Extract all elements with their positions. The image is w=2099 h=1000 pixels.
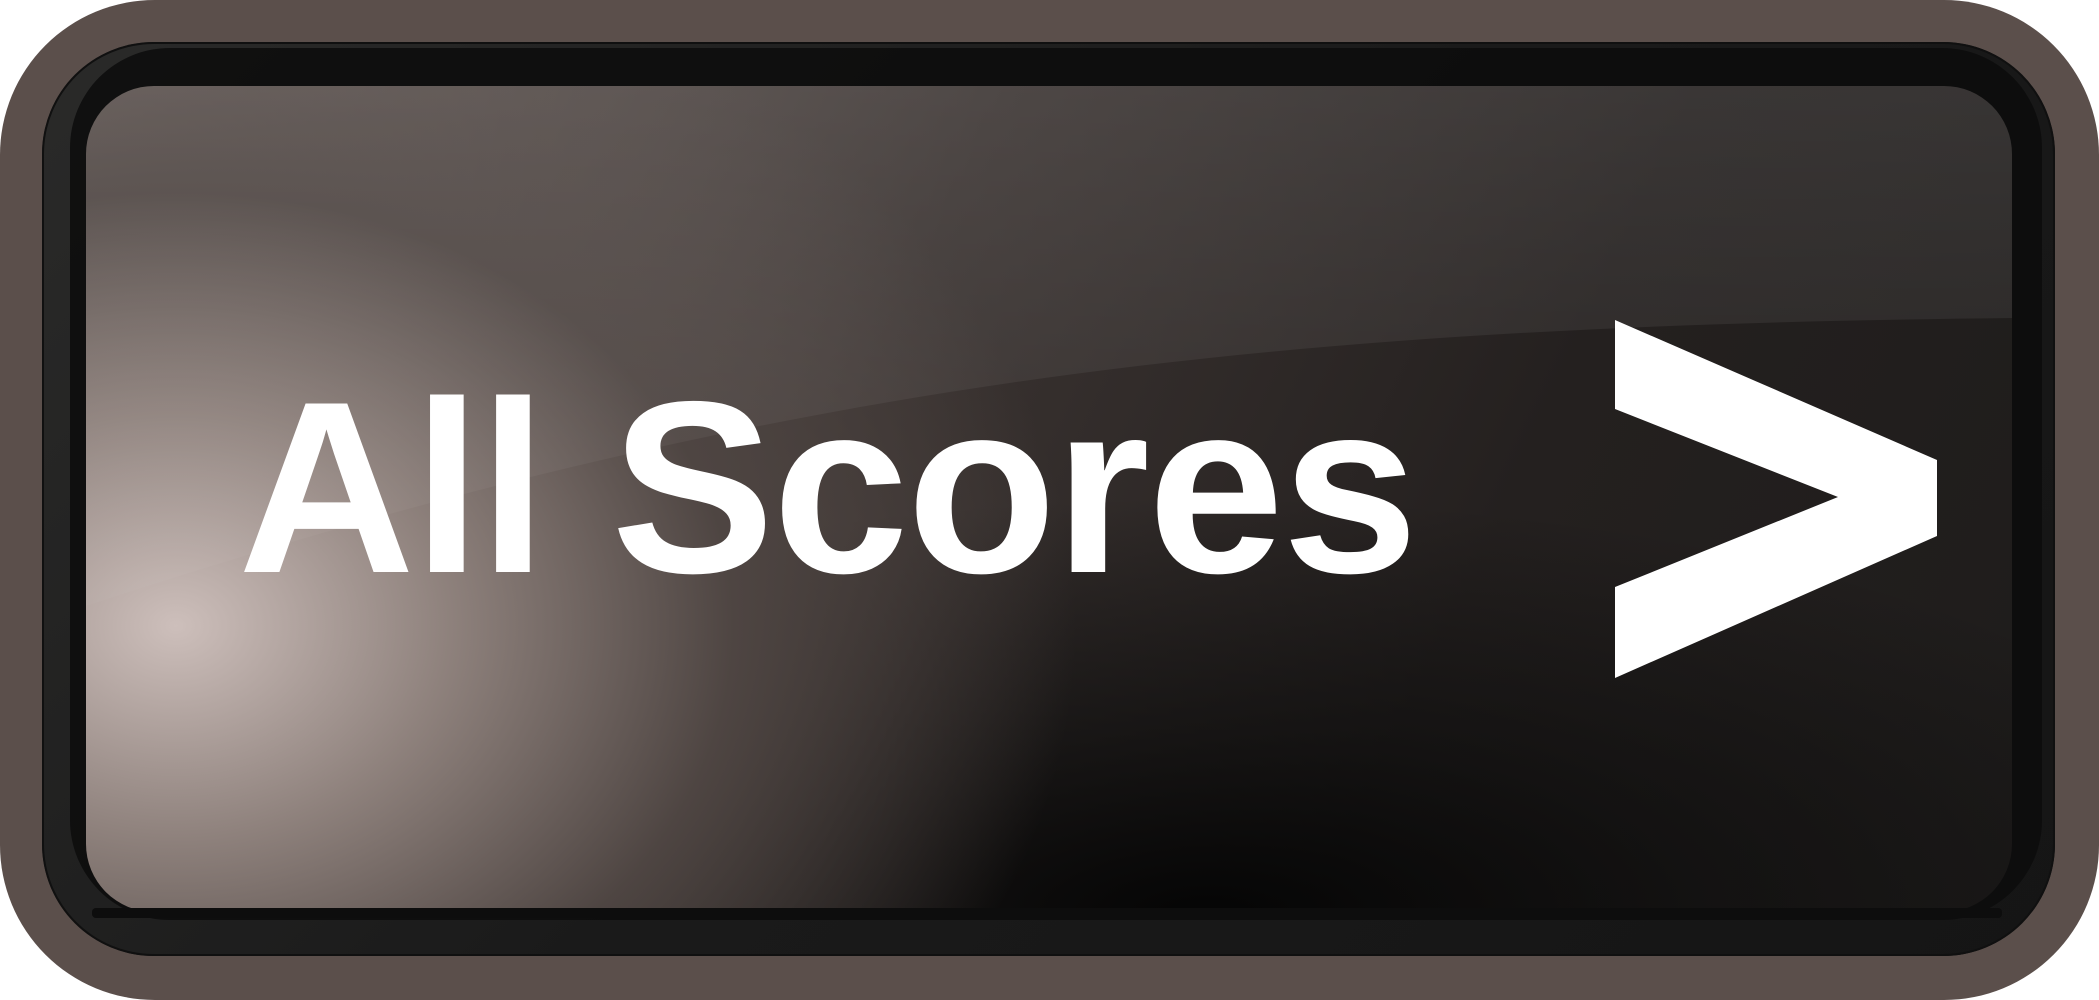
- chevron-right-icon: [1615, 320, 1937, 678]
- button-label: All Scores: [238, 350, 1418, 624]
- button-bottom-edge: [92, 908, 2002, 918]
